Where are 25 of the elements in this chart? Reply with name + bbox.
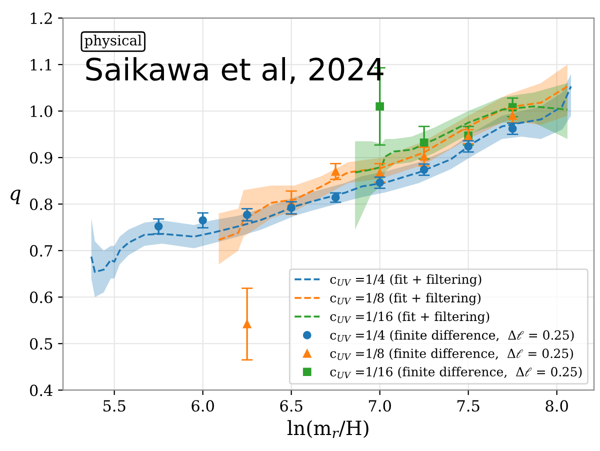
annotation: physical	[84, 34, 142, 48]
x-axis-title: ln(m$_{r}$/H)	[287, 420, 368, 438]
legend-label: c$_{UV}$ =1/4 (fit + filtering)	[330, 274, 482, 286]
y-tick-label: 1.2	[30, 12, 52, 24]
x-tick-label: 5.5	[103, 400, 126, 412]
y-tick-label: 1.0	[30, 106, 52, 118]
x-tick-label: 8.0	[546, 400, 568, 412]
legend-label: c$_{UV}$ =1/8 (fit + filtering)	[330, 292, 481, 306]
legend-label: c$_{UV}$ =1/16 (fit + filtering)	[330, 311, 490, 324]
y-tick-label: 1.1	[30, 59, 52, 71]
y-tick-label: 0.5	[30, 338, 52, 350]
legend-label: c$_{UV}$ =1/16 (finite difference, Δℓ = 0.25)	[330, 366, 582, 378]
y-tick-label: 0.8	[30, 198, 52, 210]
x-tick-label: 6.0	[192, 400, 214, 412]
annotation: Saikawa et al, 2024	[86, 57, 384, 84]
x-tick-label: 7.0	[368, 400, 391, 412]
legend-label: c$_{UV}$ =1/4 (finite difference, Δℓ = 0.25)	[330, 330, 574, 342]
y-tick-label: 0.7	[30, 245, 52, 257]
x-tick-label: 7.5	[457, 400, 480, 412]
y-tick-label: 0.6	[30, 292, 52, 304]
x-tick-label: 6.5	[280, 400, 302, 412]
legend-label: c$_{UV}$ =1/8 (finite difference, Δℓ = 0.25)	[330, 348, 574, 360]
y-tick-label: 0.4	[30, 384, 53, 396]
y-tick-label: 0.9	[30, 152, 52, 164]
y-axis-title: q	[10, 190, 20, 204]
